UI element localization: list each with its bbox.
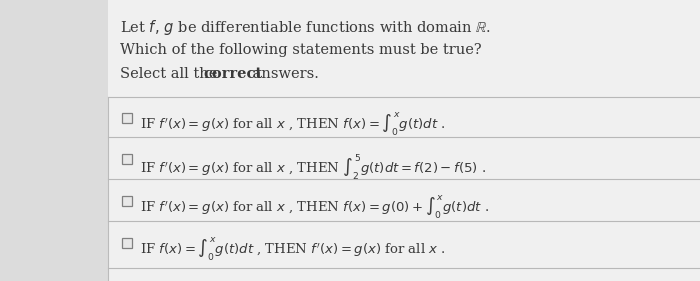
Bar (122, 113, 132, 123)
Bar (122, 154, 132, 164)
Text: IF $f'(x) = g(x)$ for all $x$ , THEN $\int_2^5 g(t)dt = f(2) - f(5)$ .: IF $f'(x) = g(x)$ for all $x$ , THEN $\i… (140, 152, 486, 182)
Text: Let $f,\,g$ be differentiable functions with domain $\mathbb{R}$.: Let $f,\,g$ be differentiable functions … (120, 18, 491, 37)
Text: Which of the following statements must be true?: Which of the following statements must b… (120, 43, 482, 57)
Text: answers.: answers. (248, 67, 319, 81)
Bar (108, 0, 700, 281)
Text: Select all the: Select all the (120, 67, 222, 81)
Text: IF $f(x) = \int_0^x g(t)dt$ , THEN $f'(x) = g(x)$ for all $x$ .: IF $f(x) = \int_0^x g(t)dt$ , THEN $f'(x… (140, 236, 446, 263)
Text: IF $f'(x) = g(x)$ for all $x$ , THEN $f(x) = g(0) + \int_0^x g(t)dt$ .: IF $f'(x) = g(x)$ for all $x$ , THEN $f(… (140, 194, 489, 221)
Bar (0, 0, 108, 281)
Text: correct: correct (203, 67, 262, 81)
Bar (122, 238, 132, 248)
Bar (122, 196, 132, 206)
Text: IF $f'(x) = g(x)$ for all $x$ , THEN $f(x) = \int_0^x g(t)dt$ .: IF $f'(x) = g(x)$ for all $x$ , THEN $f(… (140, 111, 446, 138)
